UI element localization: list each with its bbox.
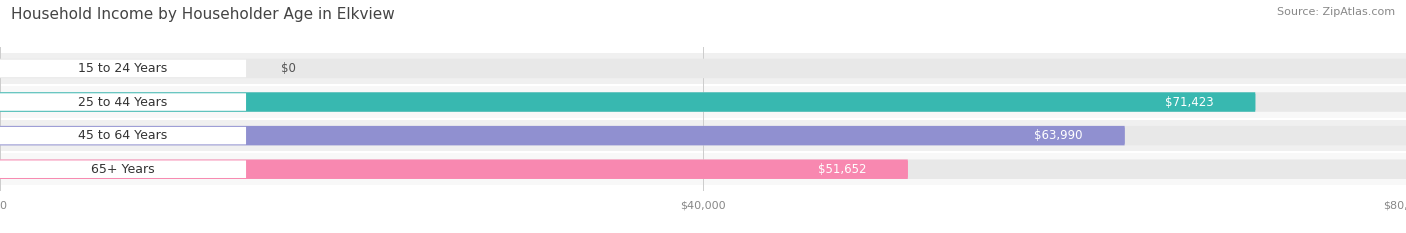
FancyBboxPatch shape	[0, 159, 1406, 179]
Text: Source: ZipAtlas.com: Source: ZipAtlas.com	[1277, 7, 1395, 17]
FancyBboxPatch shape	[0, 93, 246, 111]
FancyBboxPatch shape	[776, 161, 908, 177]
Text: 15 to 24 Years: 15 to 24 Years	[79, 62, 167, 75]
FancyBboxPatch shape	[0, 92, 1256, 112]
Text: 65+ Years: 65+ Years	[91, 163, 155, 176]
FancyBboxPatch shape	[993, 127, 1125, 144]
FancyBboxPatch shape	[0, 59, 1406, 78]
FancyBboxPatch shape	[0, 53, 1406, 84]
Text: 25 to 44 Years: 25 to 44 Years	[79, 96, 167, 109]
FancyBboxPatch shape	[0, 127, 246, 144]
Text: Household Income by Householder Age in Elkview: Household Income by Householder Age in E…	[11, 7, 395, 22]
Text: 45 to 64 Years: 45 to 64 Years	[79, 129, 167, 142]
FancyBboxPatch shape	[0, 159, 908, 179]
FancyBboxPatch shape	[1123, 94, 1256, 110]
Text: $51,652: $51,652	[818, 163, 866, 176]
FancyBboxPatch shape	[0, 126, 1406, 145]
FancyBboxPatch shape	[0, 86, 1406, 118]
FancyBboxPatch shape	[0, 161, 246, 178]
FancyBboxPatch shape	[0, 92, 1406, 112]
FancyBboxPatch shape	[0, 120, 1406, 151]
Text: $63,990: $63,990	[1035, 129, 1083, 142]
FancyBboxPatch shape	[0, 60, 246, 77]
Text: $71,423: $71,423	[1166, 96, 1213, 109]
FancyBboxPatch shape	[0, 126, 1125, 145]
Text: $0: $0	[281, 62, 297, 75]
FancyBboxPatch shape	[0, 154, 1406, 185]
